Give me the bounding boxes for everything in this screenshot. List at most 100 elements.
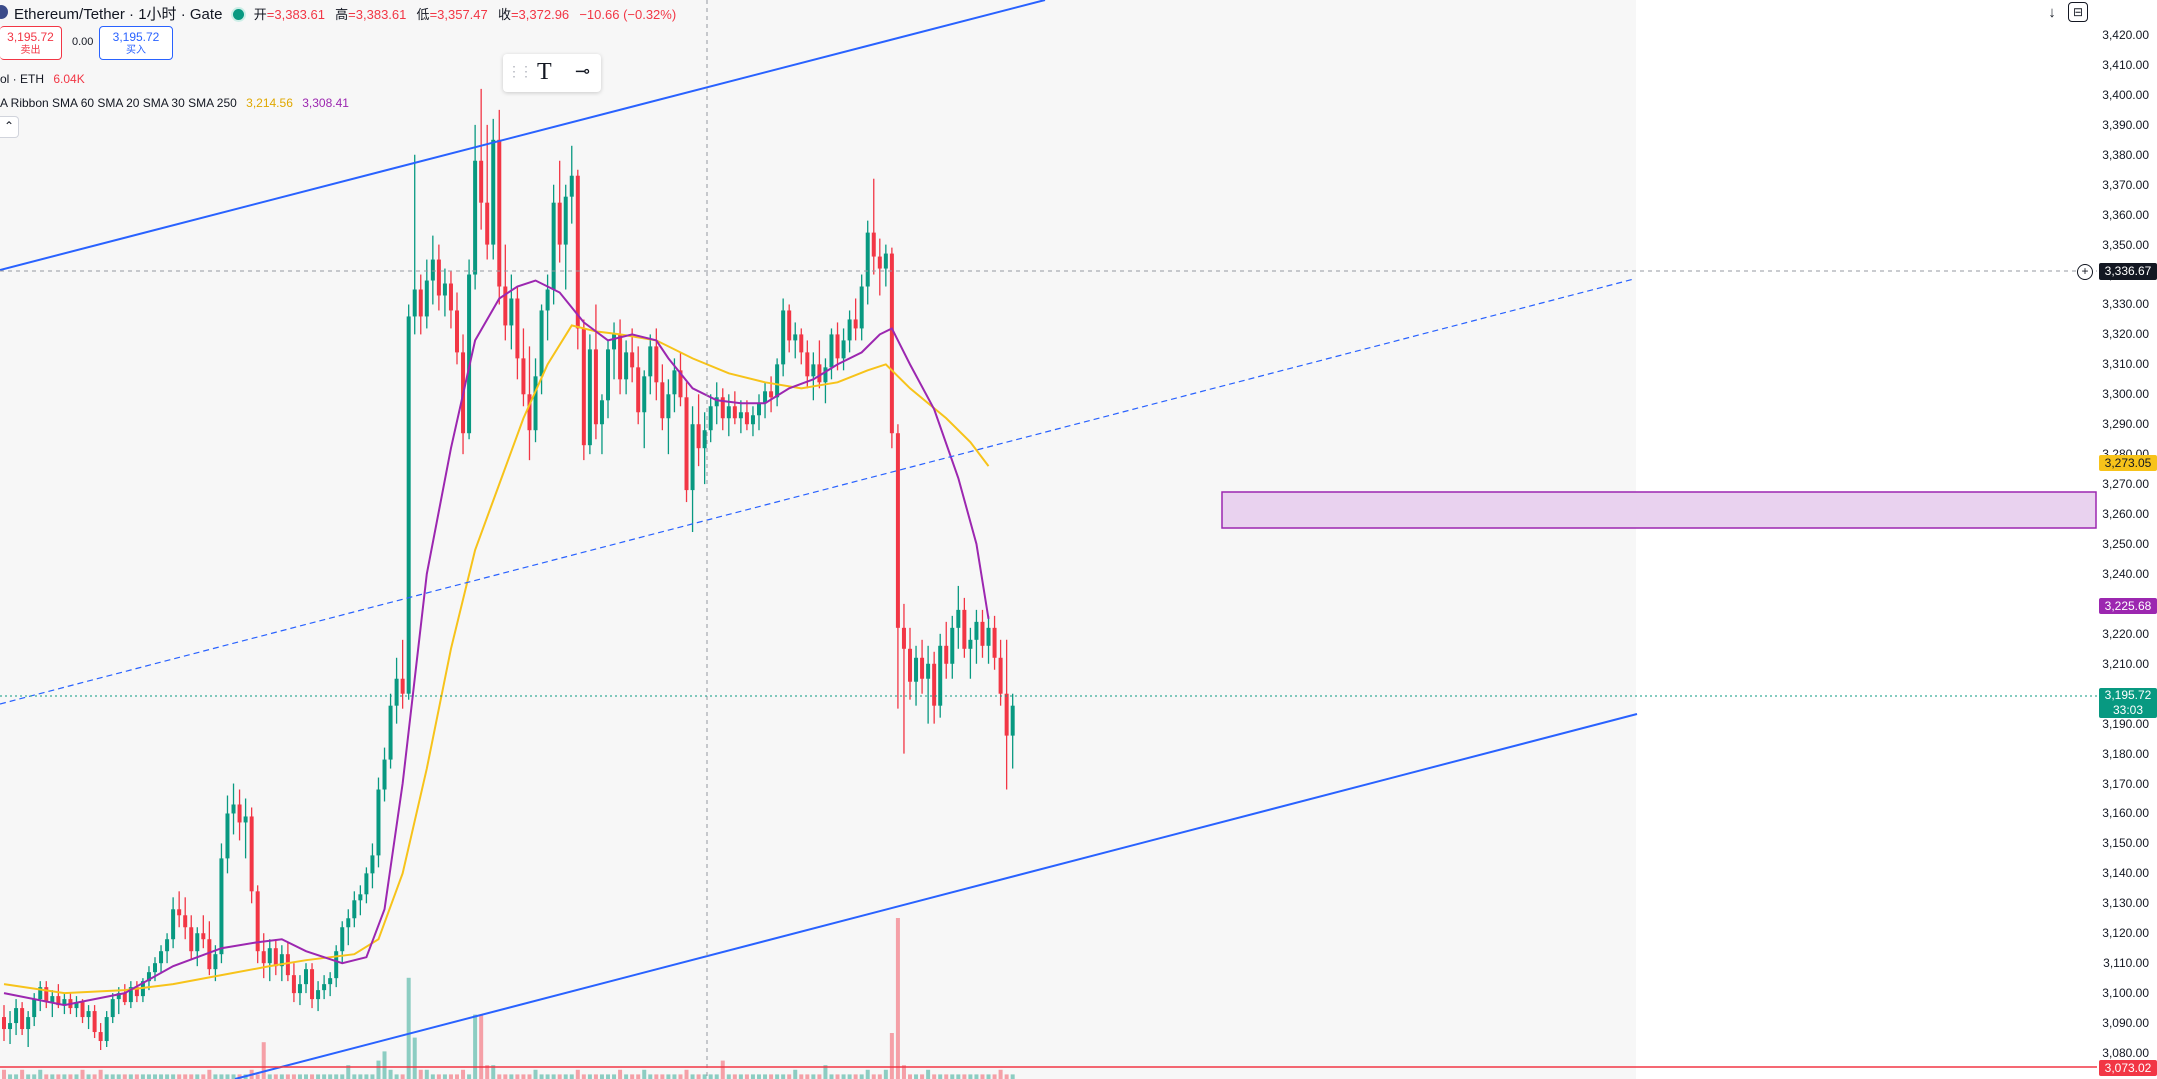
sma-purple-price-tag: 3,225.68: [2099, 598, 2157, 614]
candle-body: [237, 804, 242, 823]
channel-bottom-line[interactable]: [234, 713, 1638, 1079]
volume-bar: [738, 1074, 743, 1079]
volume-bar: [316, 1074, 321, 1079]
fullscreen-button[interactable]: ⊟: [2068, 2, 2092, 24]
volume-bar: [92, 1074, 97, 1079]
candle-body: [388, 705, 393, 760]
drag-handle-icon[interactable]: ⋮⋮: [507, 63, 533, 79]
volume-bar: [799, 1074, 804, 1079]
sma-yellow-price-tag: 3,273.05: [2099, 455, 2157, 471]
volume-bar: [219, 1074, 224, 1079]
ma-ribbon-indicator[interactable]: A Ribbon SMA 60 SMA 20 SMA 30 SMA 250 3,…: [0, 96, 349, 110]
candle-body: [781, 310, 786, 365]
volume-bar: [128, 1074, 133, 1079]
volume-bar: [763, 1074, 768, 1079]
volume-bar: [563, 1074, 568, 1079]
volume-bar: [364, 1074, 369, 1079]
volume-bar: [334, 1074, 339, 1079]
volume-bar: [225, 1074, 230, 1079]
candle-body: [938, 645, 943, 706]
candle-body: [153, 963, 157, 973]
chevron-up-icon[interactable]: ⌃: [0, 116, 19, 138]
volume-bar: [400, 1074, 405, 1079]
volume-bar: [962, 1074, 967, 1079]
candle-body: [817, 364, 822, 383]
volume-bar: [980, 1074, 985, 1079]
buy-button[interactable]: 3,195.72 买入: [99, 26, 173, 60]
candle-body: [1004, 693, 1009, 736]
price-axis-label: 3,350.00: [2102, 237, 2149, 252]
volume-bar: [255, 1074, 260, 1079]
volume-bar: [322, 1074, 327, 1079]
sell-button[interactable]: 3,195.72 卖出: [0, 26, 62, 60]
price-axis-label: 3,180.00: [2102, 746, 2149, 761]
ma-ribbon-value-2: 3,308.41: [302, 96, 349, 110]
candle-body: [50, 996, 55, 1003]
candle-body: [757, 403, 761, 416]
change-value: −10.66 (−0.32%): [579, 7, 677, 22]
candle-body: [539, 310, 544, 377]
volume-indicator[interactable]: ol · ETH 6.04K: [0, 72, 85, 86]
symbol-title[interactable]: Ethereum/Tether · 1小时 · Gate: [14, 6, 223, 23]
sma-yellow-line: [3, 324, 990, 995]
volume-bar: [636, 1074, 641, 1079]
candle-body: [563, 196, 568, 245]
volume-bar: [56, 1074, 61, 1079]
volume-bar: [171, 1074, 176, 1079]
text-tool-icon[interactable]: T: [537, 59, 552, 85]
channel-top-line[interactable]: [0, 0, 1046, 271]
volume-bar: [539, 1074, 544, 1079]
volume-bar: [823, 1065, 828, 1079]
volume-bar: [352, 1074, 357, 1079]
open-value: =3,383.61: [266, 7, 325, 22]
price-axis-label: 3,320.00: [2102, 327, 2149, 342]
volume-bar: [497, 1074, 502, 1079]
download-icon[interactable]: ↓: [2048, 4, 2056, 21]
volume-bar: [159, 1074, 164, 1079]
last-price-tag: 3,195.72 33:03: [2099, 688, 2157, 718]
ma-ribbon-label: A Ribbon SMA 60 SMA 20 SMA 30 SMA 250: [0, 96, 237, 110]
add-alert-icon[interactable]: +: [2077, 264, 2093, 280]
candle-body: [750, 415, 755, 425]
candle-body: [533, 376, 538, 431]
candle-body: [799, 334, 804, 353]
volume-bar: [62, 1074, 67, 1079]
resistance-zone[interactable]: [1221, 491, 2097, 529]
price-axis-label: 3,240.00: [2102, 566, 2149, 581]
candle-body: [382, 759, 387, 790]
price-axis-label: 3,260.00: [2102, 507, 2149, 522]
volume-bar: [1004, 1074, 1009, 1079]
volume-bar: [551, 1074, 556, 1079]
bar-countdown: 33:03: [2112, 703, 2144, 717]
volume-bar: [146, 1074, 151, 1079]
line-tool-icon[interactable]: ⊸: [575, 61, 591, 81]
price-axis-label: 3,420.00: [2102, 28, 2149, 42]
open-label: 开: [253, 7, 267, 22]
volume-bar: [98, 1069, 103, 1079]
volume-bar: [195, 1074, 200, 1079]
price-axis-label: 3,300.00: [2102, 387, 2149, 402]
candle-body: [328, 978, 333, 985]
candle-body: [26, 1017, 31, 1030]
candle-body: [642, 376, 647, 413]
volume-bar: [237, 1074, 242, 1079]
channel-mid-line[interactable]: [0, 278, 1635, 705]
volume-bar: [267, 1074, 272, 1079]
candle-body: [146, 972, 151, 982]
candle-body: [835, 334, 840, 359]
volume-bar: [297, 1074, 302, 1079]
candle-body: [932, 663, 937, 706]
candle-body: [527, 394, 532, 431]
price-axis[interactable]: 3,420.00 3,410.00 3,400.00 3,390.00 3,380.00…: [2097, 0, 2157, 1079]
volume-bar: [757, 1074, 761, 1079]
volume-bar: [944, 1074, 949, 1079]
volume-bar: [104, 1074, 109, 1079]
volume-bar: [557, 1074, 562, 1079]
low-label: 低: [416, 7, 430, 22]
volume-bar: [914, 1074, 919, 1079]
candle-body: [805, 352, 810, 377]
candle-body: [201, 933, 206, 940]
volume-bar: [624, 1074, 629, 1079]
volume-bar: [998, 1069, 1003, 1079]
